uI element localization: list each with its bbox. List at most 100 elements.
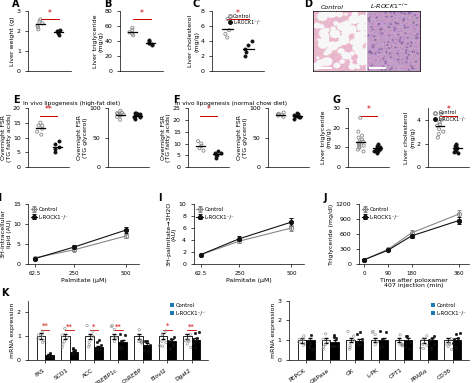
Point — [113, 114, 121, 120]
Point — [446, 341, 454, 347]
Point — [452, 344, 460, 350]
Point — [131, 113, 138, 119]
Point — [196, 329, 203, 335]
Point — [211, 150, 219, 156]
Point — [110, 326, 118, 332]
Point — [354, 331, 361, 337]
Bar — [395, 340, 404, 360]
Y-axis label: Liver cholesterol
(mg/g): Liver cholesterol (mg/g) — [188, 15, 199, 67]
Point — [450, 149, 458, 155]
Point — [439, 129, 447, 135]
Text: **: ** — [42, 323, 48, 329]
Point — [61, 326, 69, 332]
Point — [108, 324, 115, 330]
Point — [40, 337, 48, 344]
Text: J: J — [324, 193, 327, 203]
Point — [89, 328, 97, 334]
Point — [452, 331, 460, 337]
Bar — [134, 336, 143, 360]
Point — [434, 134, 442, 141]
Text: **: ** — [45, 105, 53, 115]
Y-axis label: Overnight FSR
(TG fatty acids): Overnight FSR (TG fatty acids) — [161, 113, 172, 162]
Point — [37, 131, 45, 137]
Point — [95, 337, 103, 344]
Point — [164, 338, 172, 344]
Point — [225, 27, 233, 33]
Point — [146, 342, 154, 348]
Point — [399, 342, 406, 348]
Bar — [167, 341, 176, 360]
Point — [69, 346, 77, 352]
Point — [355, 129, 362, 135]
Point — [300, 333, 308, 339]
Point — [148, 42, 155, 48]
Bar — [379, 340, 388, 360]
Point — [162, 339, 170, 345]
Point — [356, 115, 364, 121]
Legend: Control, L-ROCK1⁻/⁻: Control, L-ROCK1⁻/⁻ — [431, 303, 466, 316]
Point — [131, 110, 139, 116]
Y-axis label: mRNA expression: mRNA expression — [10, 303, 16, 358]
Point — [399, 341, 406, 347]
Point — [324, 338, 332, 344]
Point — [355, 141, 363, 147]
Point — [55, 28, 62, 34]
Text: *: * — [207, 105, 211, 115]
Point — [419, 345, 427, 352]
Text: *: * — [165, 323, 169, 329]
Bar — [371, 340, 379, 360]
Point — [44, 354, 52, 360]
Point — [346, 342, 354, 348]
Point — [222, 31, 229, 37]
Point — [145, 40, 153, 46]
Bar — [183, 336, 191, 360]
Bar — [143, 345, 151, 360]
Point — [144, 349, 152, 355]
Point — [291, 116, 298, 122]
Point — [85, 339, 93, 345]
Point — [299, 336, 307, 342]
Point — [34, 24, 42, 30]
Point — [189, 340, 196, 346]
Text: **: ** — [188, 324, 195, 330]
Point — [166, 345, 173, 351]
Point — [67, 350, 75, 356]
Point — [132, 110, 140, 116]
Point — [456, 330, 464, 336]
Point — [444, 344, 452, 350]
Point — [52, 141, 59, 147]
Point — [137, 338, 144, 344]
Point — [213, 152, 220, 159]
Y-axis label: Liver weight (g): Liver weight (g) — [10, 16, 16, 66]
Point — [319, 336, 327, 342]
Point — [294, 111, 301, 117]
Bar — [94, 347, 102, 360]
Text: **: ** — [115, 324, 122, 330]
Point — [135, 111, 142, 118]
Point — [138, 338, 146, 344]
Point — [224, 16, 231, 22]
Point — [376, 342, 384, 348]
Point — [360, 142, 367, 149]
Point — [356, 329, 364, 335]
Bar — [444, 340, 453, 360]
Text: I: I — [158, 193, 162, 203]
Title: In vivo lipogenesis (high-fat diet): In vivo lipogenesis (high-fat diet) — [23, 101, 120, 106]
Point — [34, 22, 41, 28]
Point — [198, 143, 205, 149]
Point — [148, 41, 155, 47]
Point — [182, 338, 189, 344]
Point — [372, 342, 379, 348]
Point — [36, 16, 44, 23]
Point — [369, 328, 377, 334]
Point — [52, 149, 59, 155]
Point — [356, 341, 364, 347]
Point — [217, 150, 225, 156]
Point — [85, 344, 92, 350]
Point — [48, 354, 55, 360]
Point — [452, 142, 460, 148]
Point — [346, 346, 354, 352]
Point — [212, 152, 220, 159]
Y-axis label: Overnight FSR
(TG fatty acids): Overnight FSR (TG fatty acids) — [1, 113, 11, 162]
Point — [214, 147, 222, 154]
